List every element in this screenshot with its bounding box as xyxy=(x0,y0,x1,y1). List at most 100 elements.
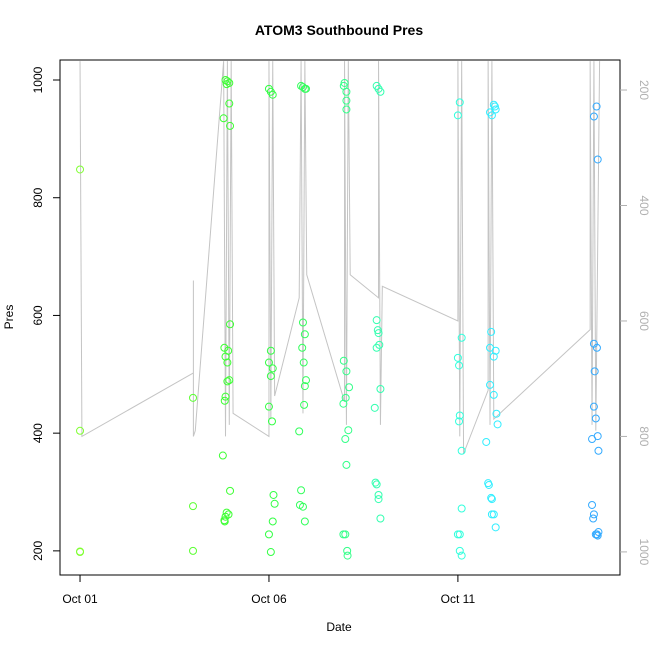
point xyxy=(376,514,385,523)
point xyxy=(226,486,235,495)
point xyxy=(220,396,229,405)
point xyxy=(218,451,227,460)
point xyxy=(299,358,308,367)
point xyxy=(372,480,381,489)
point xyxy=(267,417,276,426)
point xyxy=(457,551,466,560)
point xyxy=(343,546,352,555)
point xyxy=(588,435,597,444)
point xyxy=(342,96,351,105)
y-tick-label: 200 xyxy=(31,541,45,561)
point xyxy=(493,420,502,429)
chart-title: ATOM3 Southbound Pres xyxy=(255,22,423,38)
point xyxy=(370,403,379,412)
point xyxy=(300,330,309,339)
point xyxy=(489,352,498,361)
y-tick-label: 400 xyxy=(31,423,45,443)
point xyxy=(225,99,234,108)
point xyxy=(487,495,496,504)
point xyxy=(300,382,309,391)
point xyxy=(223,358,232,367)
point xyxy=(455,546,464,555)
point xyxy=(221,392,230,401)
point xyxy=(345,383,354,392)
point xyxy=(339,356,348,365)
point xyxy=(341,530,350,539)
point xyxy=(453,353,462,362)
point xyxy=(373,326,382,335)
point xyxy=(590,367,599,376)
point xyxy=(457,333,466,342)
point xyxy=(489,100,498,109)
point xyxy=(76,426,85,435)
point xyxy=(455,530,464,539)
point xyxy=(376,385,385,394)
point xyxy=(589,402,598,411)
point xyxy=(593,155,602,164)
point xyxy=(491,523,500,532)
point xyxy=(342,460,351,469)
point xyxy=(342,367,351,376)
point xyxy=(264,358,273,367)
point xyxy=(76,165,85,174)
point xyxy=(189,502,198,511)
point xyxy=(589,112,598,121)
point xyxy=(221,352,230,361)
point xyxy=(221,512,230,521)
point xyxy=(223,77,232,86)
point xyxy=(222,508,231,517)
point xyxy=(264,530,273,539)
y2-tick-label: 400 xyxy=(637,195,650,215)
point xyxy=(223,377,232,386)
y2-tick-label: 200 xyxy=(637,80,650,100)
point xyxy=(343,551,352,560)
point xyxy=(301,84,310,93)
point xyxy=(588,500,597,509)
point xyxy=(189,393,198,402)
point xyxy=(457,504,466,513)
y2-tick-label: 1000 xyxy=(637,539,650,566)
point xyxy=(340,78,349,87)
point xyxy=(339,399,348,408)
point xyxy=(455,417,464,426)
point xyxy=(457,446,466,455)
point xyxy=(295,427,304,436)
point xyxy=(372,343,381,352)
point xyxy=(371,478,380,487)
point xyxy=(594,446,603,455)
y2-tick-label: 800 xyxy=(637,426,650,446)
point xyxy=(342,105,351,114)
point xyxy=(264,402,273,411)
point xyxy=(492,409,501,418)
point xyxy=(76,547,85,556)
point xyxy=(374,495,383,504)
plot-box xyxy=(59,59,621,576)
point xyxy=(266,346,275,355)
point xyxy=(487,493,496,502)
point xyxy=(589,514,598,523)
point xyxy=(455,361,464,370)
point xyxy=(486,380,495,389)
point xyxy=(487,327,496,336)
point xyxy=(298,318,307,327)
y-tick-label: 800 xyxy=(31,187,45,207)
point xyxy=(374,329,383,338)
point xyxy=(344,426,353,435)
point xyxy=(226,121,235,130)
point xyxy=(489,390,498,399)
point xyxy=(482,437,491,446)
point xyxy=(268,90,277,99)
point xyxy=(300,400,309,409)
point xyxy=(491,346,500,355)
point xyxy=(266,548,275,557)
profile-line xyxy=(79,61,601,454)
point xyxy=(268,517,277,526)
point xyxy=(219,114,228,123)
y-axis-label: Pres xyxy=(2,305,16,330)
x-tick-label: Oct 11 xyxy=(441,592,476,606)
point xyxy=(594,528,603,537)
point xyxy=(298,502,307,511)
point xyxy=(489,510,498,519)
point xyxy=(342,87,351,96)
